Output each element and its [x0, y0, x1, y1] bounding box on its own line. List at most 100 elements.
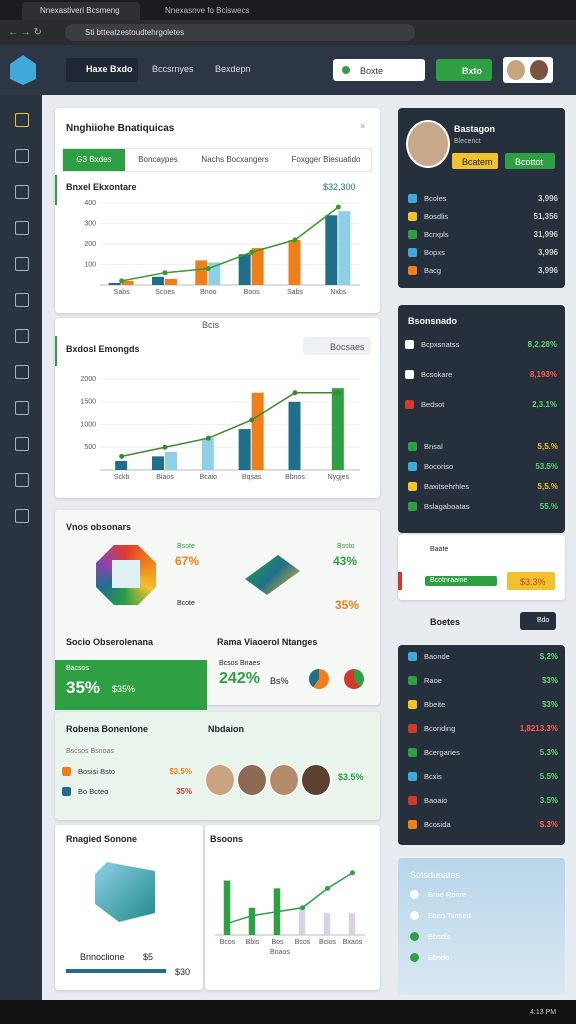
bar	[165, 451, 177, 470]
list: Baonde $,2% Raoe $3% Bbeite $3% Bcoriding 1,821…	[408, 650, 558, 840]
sidebar-icon[interactable]	[15, 113, 29, 127]
bar	[201, 438, 214, 470]
link[interactable]: Bbsdls	[428, 932, 451, 941]
list-icon	[408, 212, 417, 221]
label: Baate	[430, 546, 449, 553]
nav-item[interactable]: Bexdepn	[215, 64, 251, 74]
trend-point	[162, 270, 168, 276]
market-card	[398, 305, 565, 533]
label: Bcsos Bnaes	[219, 660, 260, 667]
list-label: Baxitsehrhles	[424, 482, 470, 491]
stat-value: 35%	[335, 598, 360, 612]
donut	[344, 669, 364, 689]
list-value: 1,8213.3%	[519, 724, 558, 733]
section-title: Rnagied Sonone	[66, 834, 138, 844]
brand-box	[66, 58, 138, 82]
bar	[223, 880, 231, 935]
value: $5	[143, 952, 154, 962]
sidebar-icon[interactable]	[15, 329, 29, 343]
links-card	[398, 858, 565, 995]
list-icon	[408, 442, 417, 451]
tab[interactable]: G3 Bxdes	[63, 149, 125, 171]
sidebar-icon[interactable]	[15, 221, 29, 235]
list-icon	[408, 652, 417, 661]
list-value: $3%	[541, 676, 558, 685]
tab[interactable]	[22, 2, 140, 20]
button[interactable]	[520, 612, 556, 630]
list-icon	[62, 767, 71, 776]
list-icon	[408, 700, 417, 709]
list: Bnsal 5,5.% Bocoriso 53.5% Baxitsehrhles 5,5.…	[408, 440, 558, 525]
list-label: Bedsot	[421, 400, 445, 409]
bar	[323, 913, 331, 935]
list-icon	[408, 676, 417, 685]
list-value: 8,193%	[529, 370, 557, 379]
chart-footer: Bnaos	[270, 949, 290, 956]
sidebar-icon[interactable]	[15, 401, 29, 415]
list-value: 3.5%	[539, 796, 558, 805]
sidebar-icon[interactable]	[15, 293, 29, 307]
tab[interactable]: Nachs Bocxangers	[201, 155, 269, 164]
button-label: Bcottot	[515, 157, 544, 167]
list-label: Bcrxpls	[424, 230, 449, 239]
search-text: Boxte	[360, 66, 384, 76]
nav-arrows[interactable]: ← → ↻	[8, 27, 42, 38]
cube-face	[112, 560, 140, 588]
tab[interactable]: Boncaypes	[138, 155, 178, 164]
list-icon	[405, 340, 414, 349]
accent	[55, 336, 57, 366]
nav-item[interactable]: Bccsrnyes	[152, 64, 194, 74]
sidebar-icon[interactable]	[15, 437, 29, 451]
trend-line	[121, 206, 339, 282]
chart: 500 1000 1500 2000 Sckb Biaos Bcaio Bqsas Bbnos N…	[80, 376, 360, 481]
sidebar-icon[interactable]	[15, 185, 29, 199]
tab-row: G3 Bxdes Boncaypes Nachs Bocxangers Foxgger…	[62, 148, 372, 172]
sidebar-icon[interactable]	[15, 149, 29, 163]
x-tick-label: Nygjes	[328, 474, 350, 481]
stat-label: Bsote	[177, 543, 195, 550]
list-icon	[408, 772, 417, 781]
list-label: Bbeite	[424, 700, 446, 709]
list-label: Baoaio	[424, 796, 448, 805]
section-title: Nbdaion	[208, 724, 244, 734]
small-value: Bs%	[270, 676, 289, 686]
x-tick-label: Sckb	[114, 474, 130, 481]
sidebar-icon[interactable]	[15, 509, 29, 523]
button[interactable]	[452, 153, 498, 169]
tab[interactable]: Foxgger Biesuatido	[291, 155, 361, 164]
list-label: Bnsal	[424, 442, 443, 451]
list-label: Bopxs	[424, 248, 445, 257]
list-icon	[408, 462, 417, 471]
profile-role: Blecenct	[454, 138, 481, 145]
url-box[interactable]	[65, 24, 415, 41]
link[interactable]: Bsen Tsnsed	[428, 911, 471, 920]
sidebar-icon[interactable]	[15, 365, 29, 379]
sidebar-icon[interactable]	[15, 473, 29, 487]
bar	[338, 211, 351, 285]
y-tick-label: 200	[84, 241, 96, 248]
link[interactable]: Bbsdo	[428, 953, 450, 962]
bar	[288, 401, 301, 470]
list-label: Bcosida	[424, 820, 451, 829]
close[interactable]: ×	[360, 121, 366, 131]
x-tick-label: Bcios	[319, 939, 337, 946]
sidebar-icon[interactable]	[15, 257, 29, 271]
list-label: Bcoles	[424, 194, 447, 203]
list-value: $.3%	[539, 820, 558, 829]
button[interactable]	[505, 153, 555, 169]
list-value: $,2%	[539, 652, 558, 661]
trend-point	[205, 266, 211, 272]
badge-box[interactable]	[303, 337, 371, 355]
label: Bscsos Bsnoas	[66, 748, 114, 755]
y-tick-label: 100	[84, 261, 96, 268]
tab-title[interactable]: Nnexasnve fo Bciswecs	[165, 6, 250, 15]
label: Bnnoclione	[80, 952, 125, 962]
link[interactable]: Brae Raore	[428, 890, 467, 899]
header-button[interactable]	[436, 59, 492, 81]
x-tick-label: Bqsas	[242, 474, 262, 481]
bar	[238, 254, 251, 285]
section-title: Bsonsnado	[408, 316, 458, 326]
list-value: 5,5.%	[537, 482, 558, 491]
search-box[interactable]	[333, 59, 425, 81]
main-title: Nnghiiohe Bnatiquicas	[66, 123, 175, 134]
